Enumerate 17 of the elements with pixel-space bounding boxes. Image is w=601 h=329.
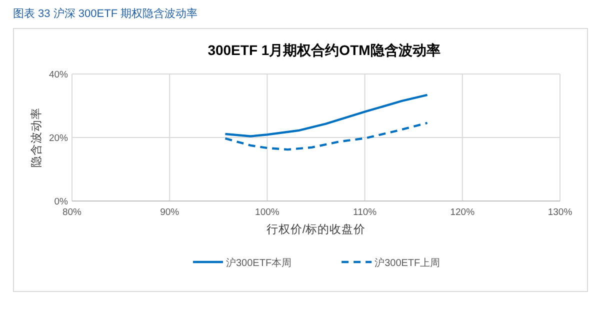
chart-subtitle: 图表 33 沪深 300ETF 期权隐含波动率: [13, 7, 198, 20]
y-tick-label: 0%: [54, 196, 69, 208]
x-tick-label: 90%: [160, 207, 180, 218]
legend-label: 沪300ETF本周: [226, 257, 292, 269]
x-axis-title: 行权价/标的收盘价: [266, 223, 366, 236]
y-tick-label: 40%: [48, 70, 69, 80]
line-series: [224, 122, 428, 151]
x-tick-label: 130%: [548, 207, 573, 218]
line-series: [224, 94, 428, 138]
x-tick-label: 80%: [62, 207, 82, 218]
x-tick-label: 110%: [353, 207, 378, 218]
x-tick-label: 100%: [255, 207, 280, 218]
x-tick-label: 120%: [450, 207, 476, 218]
y-tick-label: 20%: [48, 133, 69, 144]
legend-label: 沪300ETF上周: [374, 257, 440, 269]
chart-title: 300ETF 1月期权合约OTM隐含波动率: [208, 42, 440, 58]
y-axis-title: 隐含波动率: [29, 108, 43, 168]
